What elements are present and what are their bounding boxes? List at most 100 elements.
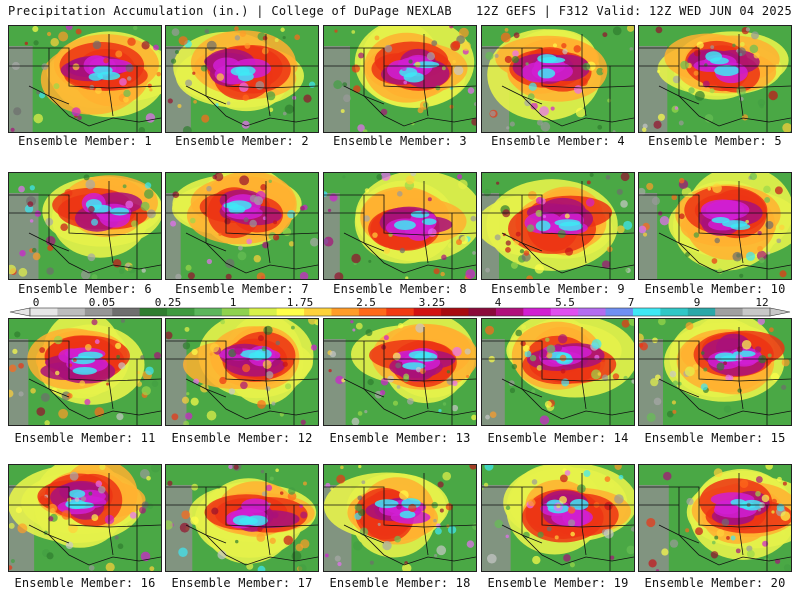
ensemble-member-label: Ensemble Member: 4 bbox=[491, 134, 625, 148]
colorbar-swatch bbox=[742, 308, 771, 316]
colorbar-swatch bbox=[249, 308, 278, 316]
state-boundary bbox=[185, 524, 318, 566]
precipitation-colorbar bbox=[9, 307, 791, 317]
state-boundary bbox=[383, 505, 476, 528]
ensemble-member-label: Ensemble Member: 13 bbox=[329, 431, 471, 445]
precip-map-panel bbox=[8, 172, 162, 280]
colorbar-tick-label: 0.05 bbox=[88, 296, 116, 309]
colorbar-tick-label: 0 bbox=[32, 296, 40, 309]
precip-map-panel bbox=[323, 172, 477, 280]
colorbar-tick-label: 7 bbox=[627, 296, 635, 309]
colorbar-swatch bbox=[550, 308, 579, 316]
state-boundary bbox=[9, 486, 161, 506]
state-boundary bbox=[581, 34, 587, 117]
state-boundary bbox=[698, 213, 791, 236]
ensemble-member-label: Ensemble Member: 9 bbox=[491, 282, 625, 296]
precip-field bbox=[324, 26, 476, 132]
state-boundary bbox=[383, 66, 476, 89]
precip-map-panel bbox=[481, 464, 635, 572]
precip-map-panel bbox=[323, 25, 477, 133]
colorbar-swatch bbox=[413, 308, 442, 316]
state-boundary bbox=[185, 378, 318, 420]
ensemble-member-label: Ensemble Member: 16 bbox=[14, 576, 156, 590]
ensemble-member-label: Ensemble Member: 5 bbox=[648, 134, 782, 148]
colorbar-swatch bbox=[441, 308, 470, 316]
state-boundary bbox=[698, 359, 791, 382]
state-boundary bbox=[265, 34, 271, 117]
colorbar-swatch bbox=[139, 308, 168, 316]
ensemble-member-label: Ensemble Member: 12 bbox=[171, 431, 313, 445]
state-boundary bbox=[639, 486, 791, 506]
precip-map-panel bbox=[8, 318, 162, 426]
colorbar-tick-label: 9 bbox=[693, 296, 701, 309]
state-boundary bbox=[28, 232, 161, 274]
colorbar-max-arrow bbox=[769, 307, 791, 317]
ensemble-member-label: Ensemble Member: 7 bbox=[175, 282, 309, 296]
colorbar-swatch bbox=[84, 308, 113, 316]
precip-field bbox=[9, 173, 161, 279]
state-boundary bbox=[324, 486, 476, 506]
state-boundary bbox=[423, 473, 429, 556]
state-boundary bbox=[482, 47, 634, 67]
precip-map-panel bbox=[165, 172, 319, 280]
state-boundary bbox=[581, 473, 587, 556]
state-boundary bbox=[166, 47, 318, 67]
colorbar-swatch bbox=[687, 308, 716, 316]
precip-map-panel bbox=[8, 25, 162, 133]
state-boundary bbox=[108, 34, 114, 117]
precip-field bbox=[482, 173, 634, 279]
ensemble-member-label: Ensemble Member: 15 bbox=[644, 431, 786, 445]
colorbar-swatch bbox=[276, 308, 305, 316]
colorbar-swatch bbox=[523, 308, 552, 316]
state-boundary bbox=[28, 524, 161, 566]
state-boundary bbox=[541, 359, 634, 382]
state-boundary bbox=[658, 232, 791, 274]
state-boundary bbox=[501, 232, 634, 274]
precip-field bbox=[166, 319, 318, 425]
state-boundary bbox=[541, 505, 634, 528]
state-boundary bbox=[383, 213, 476, 236]
ensemble-member-label: Ensemble Member: 20 bbox=[644, 576, 786, 590]
state-boundary bbox=[423, 34, 429, 117]
state-boundary bbox=[343, 232, 476, 274]
precip-field bbox=[324, 465, 476, 571]
colorbar-swatch bbox=[605, 308, 634, 316]
state-boundary bbox=[698, 66, 791, 89]
state-boundary bbox=[581, 181, 587, 264]
state-boundary bbox=[541, 213, 634, 236]
state-boundary bbox=[738, 181, 744, 264]
state-boundary bbox=[28, 85, 161, 127]
precip-field bbox=[166, 26, 318, 132]
precip-field bbox=[9, 26, 161, 132]
precip-field bbox=[324, 319, 476, 425]
precip-field bbox=[482, 319, 634, 425]
state-boundary bbox=[343, 378, 476, 420]
state-boundary bbox=[482, 194, 634, 214]
state-boundary bbox=[658, 85, 791, 127]
precip-map-panel bbox=[638, 464, 792, 572]
colorbar-swatch bbox=[358, 308, 387, 316]
ensemble-member-label: Ensemble Member: 17 bbox=[171, 576, 313, 590]
state-boundary bbox=[68, 213, 161, 236]
state-boundary bbox=[482, 340, 634, 360]
state-boundary bbox=[28, 378, 161, 420]
colorbar-swatch bbox=[30, 308, 58, 316]
ensemble-member-label: Ensemble Member: 19 bbox=[487, 576, 629, 590]
precip-map-panel bbox=[481, 172, 635, 280]
state-boundary bbox=[423, 181, 429, 264]
state-boundary bbox=[658, 378, 791, 420]
colorbar-tick-label: 5.5 bbox=[555, 296, 575, 309]
precip-map-panel bbox=[481, 25, 635, 133]
colorbar-swatch bbox=[495, 308, 524, 316]
colorbar-swatch bbox=[57, 308, 86, 316]
state-boundary bbox=[265, 327, 271, 410]
state-boundary bbox=[265, 181, 271, 264]
colorbar-tick-label: 2.5 bbox=[356, 296, 376, 309]
state-boundary bbox=[738, 327, 744, 410]
precip-map-panel bbox=[165, 318, 319, 426]
state-boundary bbox=[639, 194, 791, 214]
precip-field bbox=[9, 465, 161, 571]
colorbar-min-arrow bbox=[9, 307, 31, 317]
state-boundary bbox=[225, 359, 318, 382]
state-boundary bbox=[581, 327, 587, 410]
